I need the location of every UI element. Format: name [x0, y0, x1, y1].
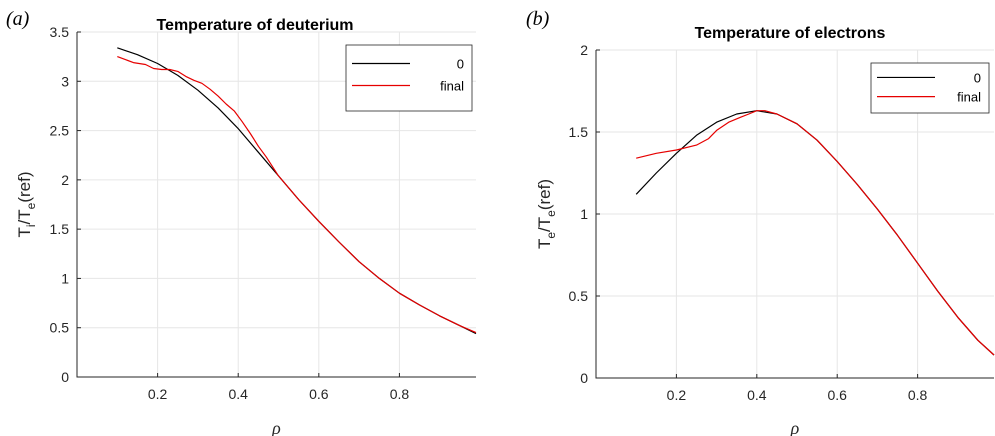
legend: 0 final	[870, 62, 990, 114]
y-axis-label: Ti/Te(ref)	[15, 171, 38, 237]
y-tick-label: 3	[61, 73, 69, 89]
y-tick-label: 1.5	[569, 124, 589, 140]
x-tick-label: 0.4	[747, 387, 767, 403]
legend-label: final	[957, 90, 981, 105]
y-tick-label: 1	[61, 270, 69, 286]
legend-label: 0	[974, 70, 981, 85]
y-tick-label: 0.5	[569, 288, 589, 304]
y-tick-label: 0	[61, 369, 69, 385]
y-tick-label: 0	[580, 370, 588, 386]
y-tick-label: 2	[580, 42, 588, 58]
x-tick-label: 0.6	[827, 387, 847, 403]
x-axis-label: ρ	[790, 418, 800, 436]
y-tick-label: 1.5	[50, 221, 70, 237]
legend: 0 final	[345, 44, 473, 112]
legend-label: final	[440, 79, 464, 94]
y-axis-label-tail: (ref)	[535, 179, 554, 210]
y-tick-label: 2.5	[50, 123, 70, 139]
chart-title: Temperature of deuterium	[156, 17, 353, 34]
legend-label: 0	[457, 57, 464, 72]
panel-label: (a)	[6, 8, 30, 30]
x-tick-label: 0.6	[309, 386, 329, 402]
y-axis-label-main: T	[535, 239, 554, 249]
y-axis-label-sub1: i	[24, 224, 38, 227]
y-tick-label: 2	[61, 172, 69, 188]
y-tick-label: 1	[580, 206, 588, 222]
panel-b: 0.2 0.4 0.6 0.8 0 0.5 1 1.5 2 (b) Temperature of e…	[526, 8, 995, 436]
y-axis-label-sub1: e	[544, 232, 558, 239]
series-line-final	[117, 56, 477, 334]
y-tick-label: 0.5	[50, 320, 70, 336]
panel-a: 0.2 0.4 0.6 0.8 0 0.5 1 1.5 2 2.5 3 3.5 (a) Temperatu…	[6, 8, 477, 436]
y-axis-label: Te/Te(ref)	[535, 179, 558, 249]
y-axis-label-sub2: e	[24, 202, 38, 209]
x-tick-label: 0.8	[908, 387, 928, 403]
panel-label: (b)	[526, 8, 550, 30]
x-tick-label: 0.2	[667, 387, 687, 403]
x-axis-label: ρ	[271, 418, 281, 436]
y-axis-label-main: T	[15, 227, 34, 237]
legend-box	[870, 62, 990, 114]
x-tick-label: 0.4	[228, 386, 248, 402]
y-tick-label: 3.5	[50, 24, 70, 40]
series-line-initial	[635, 110, 995, 356]
x-tick-label: 0.8	[390, 386, 410, 402]
y-axis-label-tail: (ref)	[15, 171, 34, 202]
y-axis-label-mid: /T	[535, 217, 554, 232]
y-axis-label-sub2: e	[544, 210, 558, 217]
y-axis-label-mid: /T	[15, 209, 34, 224]
x-tick-label: 0.2	[148, 386, 168, 402]
legend-box	[345, 44, 473, 112]
chart-title: Temperature of electrons	[695, 25, 886, 42]
series-line-final	[636, 110, 995, 356]
